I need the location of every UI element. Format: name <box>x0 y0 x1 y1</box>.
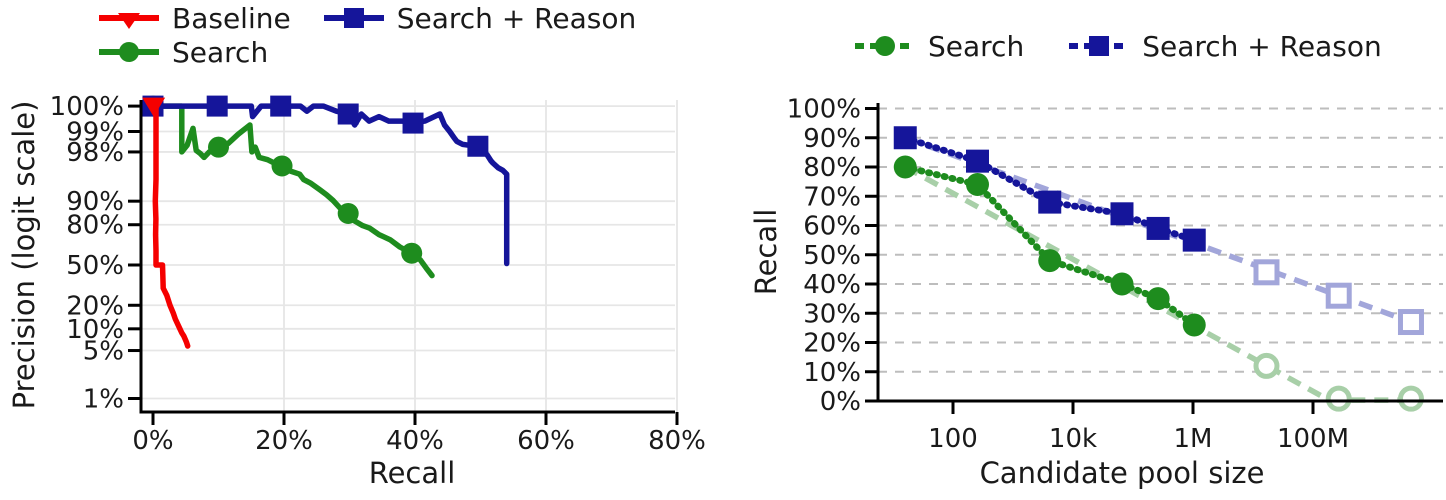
legend-item-search-reason-r: Search + Reason <box>1066 29 1382 63</box>
circle-marker-icon <box>119 42 139 62</box>
right-y-tick-label: 90% <box>803 124 861 154</box>
legend-label-search: Search <box>172 35 269 69</box>
right-x-axis-label: Candidate pool size <box>979 456 1265 490</box>
legend-label-search-reason: Search + Reason <box>396 1 637 35</box>
legend-label-search-r: Search <box>928 29 1025 63</box>
triangle-down-icon <box>118 13 140 29</box>
left-legend-col2: Search + Reason <box>321 1 637 68</box>
right-y-tick-label: 80% <box>803 153 861 183</box>
left-y-tick-label: 100% <box>50 92 124 122</box>
left-y-tick-label: 90% <box>66 187 124 217</box>
search-line-icon <box>99 42 159 62</box>
right-axes <box>865 103 1443 414</box>
square-marker-icon <box>343 8 364 28</box>
right-y-tick-label: 60% <box>803 212 861 242</box>
left-y-tick-label: 98% <box>66 138 124 168</box>
right-tick-labels: 100 10k 1M 100M 0%10%20%30%40%50%60%70%80%90… <box>787 95 1349 455</box>
right-x-tick-label: 10k <box>1049 424 1097 454</box>
left-series <box>142 95 510 349</box>
left-y-tick-label: 50% <box>66 251 124 281</box>
right-y-tick-label: 30% <box>803 299 861 329</box>
right-x-tick-label: 100 <box>928 424 978 454</box>
left-x-axis-label: Recall <box>368 456 456 490</box>
left-axes <box>128 100 679 425</box>
search-dashed-line-icon <box>855 36 915 56</box>
right-series <box>893 126 1424 412</box>
left-legend: Baseline Search Search + Reason <box>96 1 637 69</box>
right-y-tick-label: 70% <box>803 182 861 212</box>
right-y-tick-label: 50% <box>803 241 861 271</box>
left-x-tick-label: 0% <box>132 426 173 456</box>
right-legend: Search Search + Reason <box>852 29 1382 63</box>
right-series-search-reason <box>893 126 1424 336</box>
right-y-tick-label: 100% <box>787 95 861 125</box>
left-y-tick-label: 80% <box>66 211 124 241</box>
legend-item-search-reason: Search + Reason <box>321 1 637 35</box>
right-x-tick-label: 1M <box>1174 424 1213 454</box>
legend-label-search-reason-r: Search + Reason <box>1142 29 1382 63</box>
left-x-tick-label: 40% <box>386 426 444 456</box>
left-series-baseline <box>142 97 191 349</box>
right-y-tick-label: 40% <box>803 270 861 300</box>
left-y-tick-label: 99% <box>66 118 124 148</box>
left-y-tick-label: 20% <box>66 291 124 321</box>
legend-label-baseline: Baseline <box>172 1 291 35</box>
legend-item-search: Search <box>96 35 291 69</box>
left-y-tick-label: 10% <box>66 315 124 345</box>
left-x-tick-label: 80% <box>648 426 706 456</box>
legend-item-search-r: Search <box>852 29 1025 63</box>
circle-marker-icon <box>875 36 895 56</box>
left-legend-col1: Baseline Search <box>96 1 291 69</box>
right-series-search <box>893 155 1424 412</box>
right-x-tick-label: 100M <box>1277 424 1349 454</box>
left-x-tick-label: 20% <box>255 426 313 456</box>
left-series-search-reason <box>142 95 510 267</box>
right-y-tick-label: 20% <box>803 329 861 359</box>
search-reason-dashed-line-icon <box>1069 36 1130 56</box>
right-y-tick-label: 10% <box>803 358 861 388</box>
legend-item-baseline: Baseline <box>96 1 291 35</box>
baseline-line-icon <box>99 13 159 29</box>
search-reason-line-icon <box>323 8 384 28</box>
left-y-tick-label: 5% <box>83 337 124 367</box>
right-y-axis-label: Recall <box>749 208 783 296</box>
left-tick-labels: 0% 20% 40% 60% 80%100%99%98%90%80%50%20%10%5… <box>50 92 706 456</box>
right-y-tick-label: 0% <box>820 387 861 417</box>
left-grid <box>141 100 678 412</box>
left-y-axis-label: Precision (logit scale) <box>7 100 41 410</box>
right-grid <box>878 107 1443 373</box>
left-y-tick-label: 1% <box>83 384 124 414</box>
square-marker-icon <box>1089 36 1110 56</box>
left-x-tick-label: 60% <box>517 426 575 456</box>
